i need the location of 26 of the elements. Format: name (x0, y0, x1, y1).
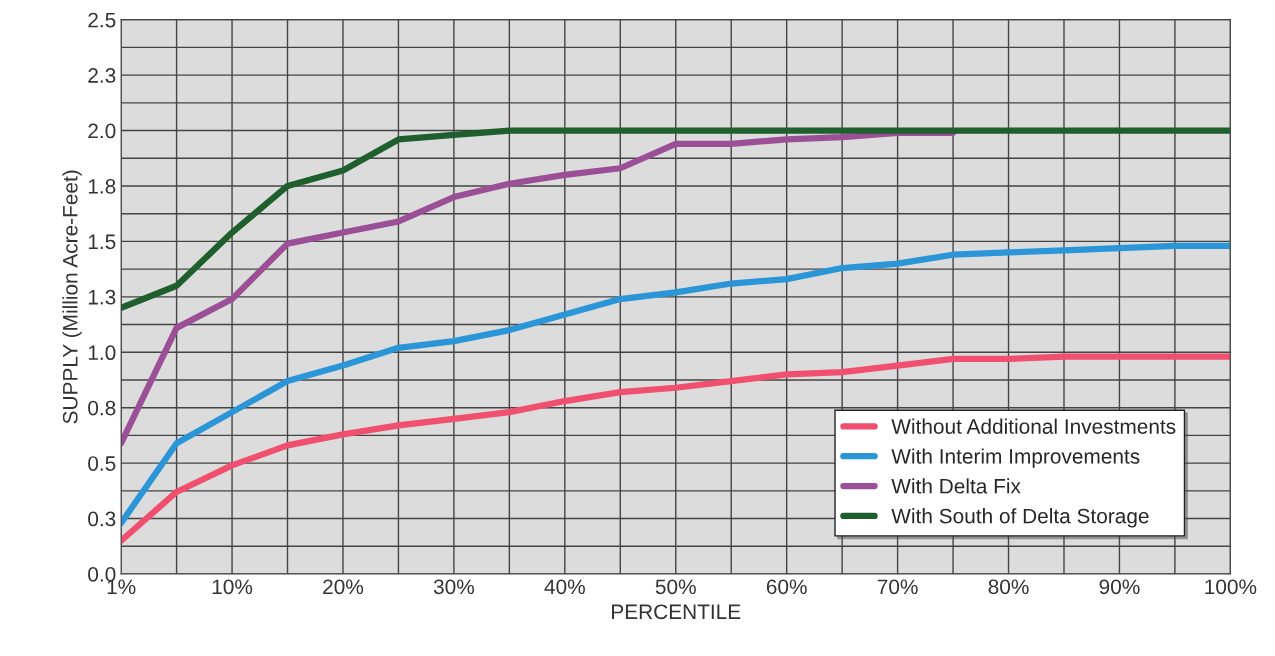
x-tick-label: 80% (988, 579, 1029, 595)
x-tick-label: 20% (323, 579, 364, 595)
y-tick-label: 1.5 (88, 234, 116, 250)
x-tick-label: 100% (1205, 579, 1257, 595)
x-tick-label: 60% (766, 579, 807, 595)
y-tick-label: 2.5 (88, 12, 116, 28)
x-tick-label: 50% (655, 579, 696, 595)
y-tick-label: 1.3 (88, 289, 116, 305)
x-tick-label: 40% (544, 579, 585, 595)
y-tick-label: 1.8 (88, 178, 116, 194)
y-tick-label: 2.3 (88, 68, 116, 83)
x-tick-label: 70% (877, 579, 918, 595)
legend-label: With South of Delta Storage (891, 508, 1149, 528)
y-axis-title: SUPPLY (Million Acre-Feet) (62, 170, 82, 424)
legend-label: Without Additional Investments (891, 418, 1176, 434)
x-axis-title: PERCENTILE (612, 604, 741, 620)
legend-label: With Interim Improvements (891, 448, 1140, 468)
y-tick-label: 0.3 (88, 511, 116, 527)
x-tick-label: 10% (212, 579, 253, 595)
y-tick-label: 0.5 (88, 456, 116, 471)
x-tick-label: 30% (433, 579, 475, 595)
y-tick-label: 2.0 (88, 123, 116, 139)
x-tick-label: 90% (1099, 579, 1140, 595)
y-tick-label: 0.8 (88, 400, 116, 416)
legend-label: With Delta Fix (891, 478, 1021, 494)
y-tick-label: 1.0 (88, 345, 116, 361)
